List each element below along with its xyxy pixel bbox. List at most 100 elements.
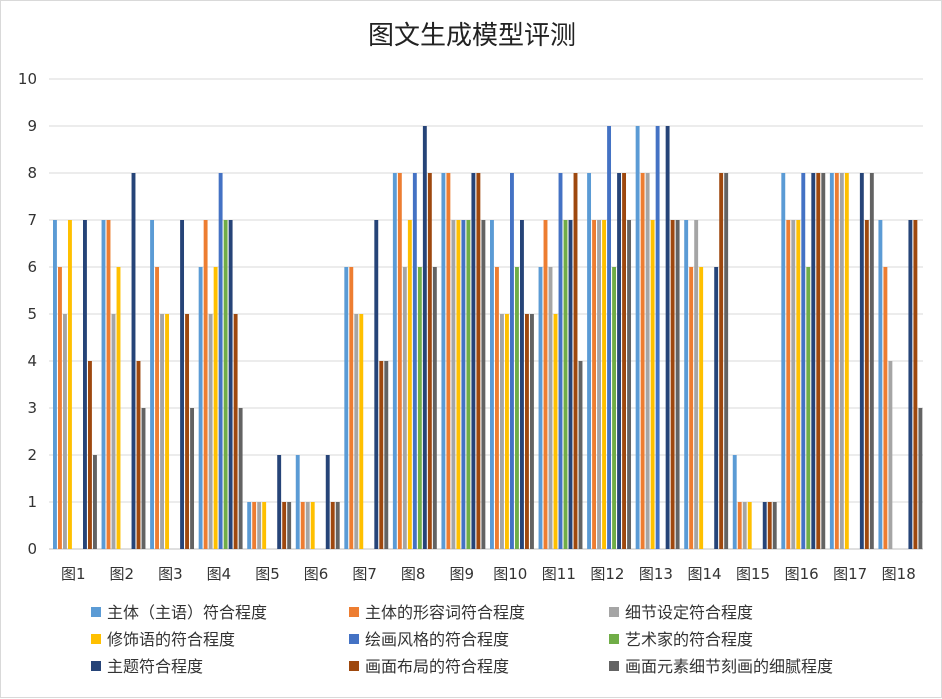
bar [510,173,514,549]
bar [247,502,252,549]
bar [257,502,262,549]
bar [689,267,694,549]
bar [869,173,874,549]
x-tick-label: 图5 [255,565,280,583]
bar [592,220,597,549]
bar [772,502,777,549]
bar [384,361,389,549]
bar [354,314,359,549]
bar [476,173,481,549]
bar [185,314,190,549]
bar [160,314,165,549]
bar [277,455,282,549]
bar [325,455,330,549]
legend-swatch [349,661,359,671]
bar [310,502,315,549]
x-tick-label: 图8 [401,565,426,583]
bar [655,126,660,549]
legend-label: 艺术家的符合程度 [625,630,753,649]
bar [864,220,869,549]
bar [228,220,233,549]
x-tick-label: 图14 [687,565,721,583]
y-tick-label: 3 [27,399,37,417]
bar [602,220,607,549]
bar [548,267,553,549]
legend-label: 主题符合程度 [107,657,203,676]
bar [816,173,821,549]
bar [665,126,670,549]
bar [392,173,397,549]
legend-label: 画面布局的符合程度 [365,657,509,676]
bar [402,267,407,549]
bar [422,126,427,549]
bar [466,220,471,549]
bar [675,220,680,549]
bar [262,502,267,549]
y-tick-label: 9 [27,117,37,135]
bar [821,173,826,549]
x-tick-label: 图7 [352,565,377,583]
bar [742,502,747,549]
legend-swatch [609,661,619,671]
x-tick-label: 图15 [736,565,770,583]
legend-label: 主体的形容词符合程度 [365,603,525,622]
legend-swatch [609,607,619,617]
bar [839,173,844,549]
bar [417,267,422,549]
x-tick-label: 图2 [110,565,135,583]
x-tick-label: 图18 [882,565,916,583]
bar [553,314,558,549]
bar [834,173,839,549]
bar [180,220,185,549]
x-tick-label: 图9 [449,565,474,583]
bar [796,220,801,549]
legend-swatch [91,661,101,671]
bar [300,502,305,549]
y-tick-label: 2 [27,446,37,464]
bar [762,502,767,549]
bar [806,267,811,549]
bar [587,173,592,549]
bar [238,408,243,549]
bar [335,502,340,549]
x-tick-label: 图4 [207,565,232,583]
bar [781,173,786,549]
bar [427,173,432,549]
bar [724,173,729,549]
x-tick-label: 图17 [833,565,867,583]
bar [305,502,310,549]
bar [111,314,116,549]
bar [295,455,300,549]
bar [859,173,864,549]
bar [719,173,724,549]
x-tick-label: 图3 [158,565,183,583]
bar [699,267,704,549]
bar [568,220,573,549]
bar [490,220,494,549]
bar [767,502,772,549]
bar [461,220,466,549]
y-tick-label: 1 [27,493,37,511]
legend-swatch [91,607,101,617]
bar [622,173,627,549]
bar [530,314,534,549]
legend-swatch [91,634,101,644]
bar [213,267,218,549]
bar [908,220,913,549]
bar [150,220,155,549]
x-tick-label: 图11 [542,565,576,583]
bar [525,314,529,549]
legend-label: 画面元素细节刻画的细腻程度 [625,657,833,676]
bar [412,173,417,549]
x-tick-label: 图13 [639,565,673,583]
bar [612,267,617,549]
bar [252,502,257,549]
bar [844,173,849,549]
bar [233,314,238,549]
bar [451,220,456,549]
legend-swatch [349,607,359,617]
bar [63,314,67,549]
bar [106,220,111,549]
